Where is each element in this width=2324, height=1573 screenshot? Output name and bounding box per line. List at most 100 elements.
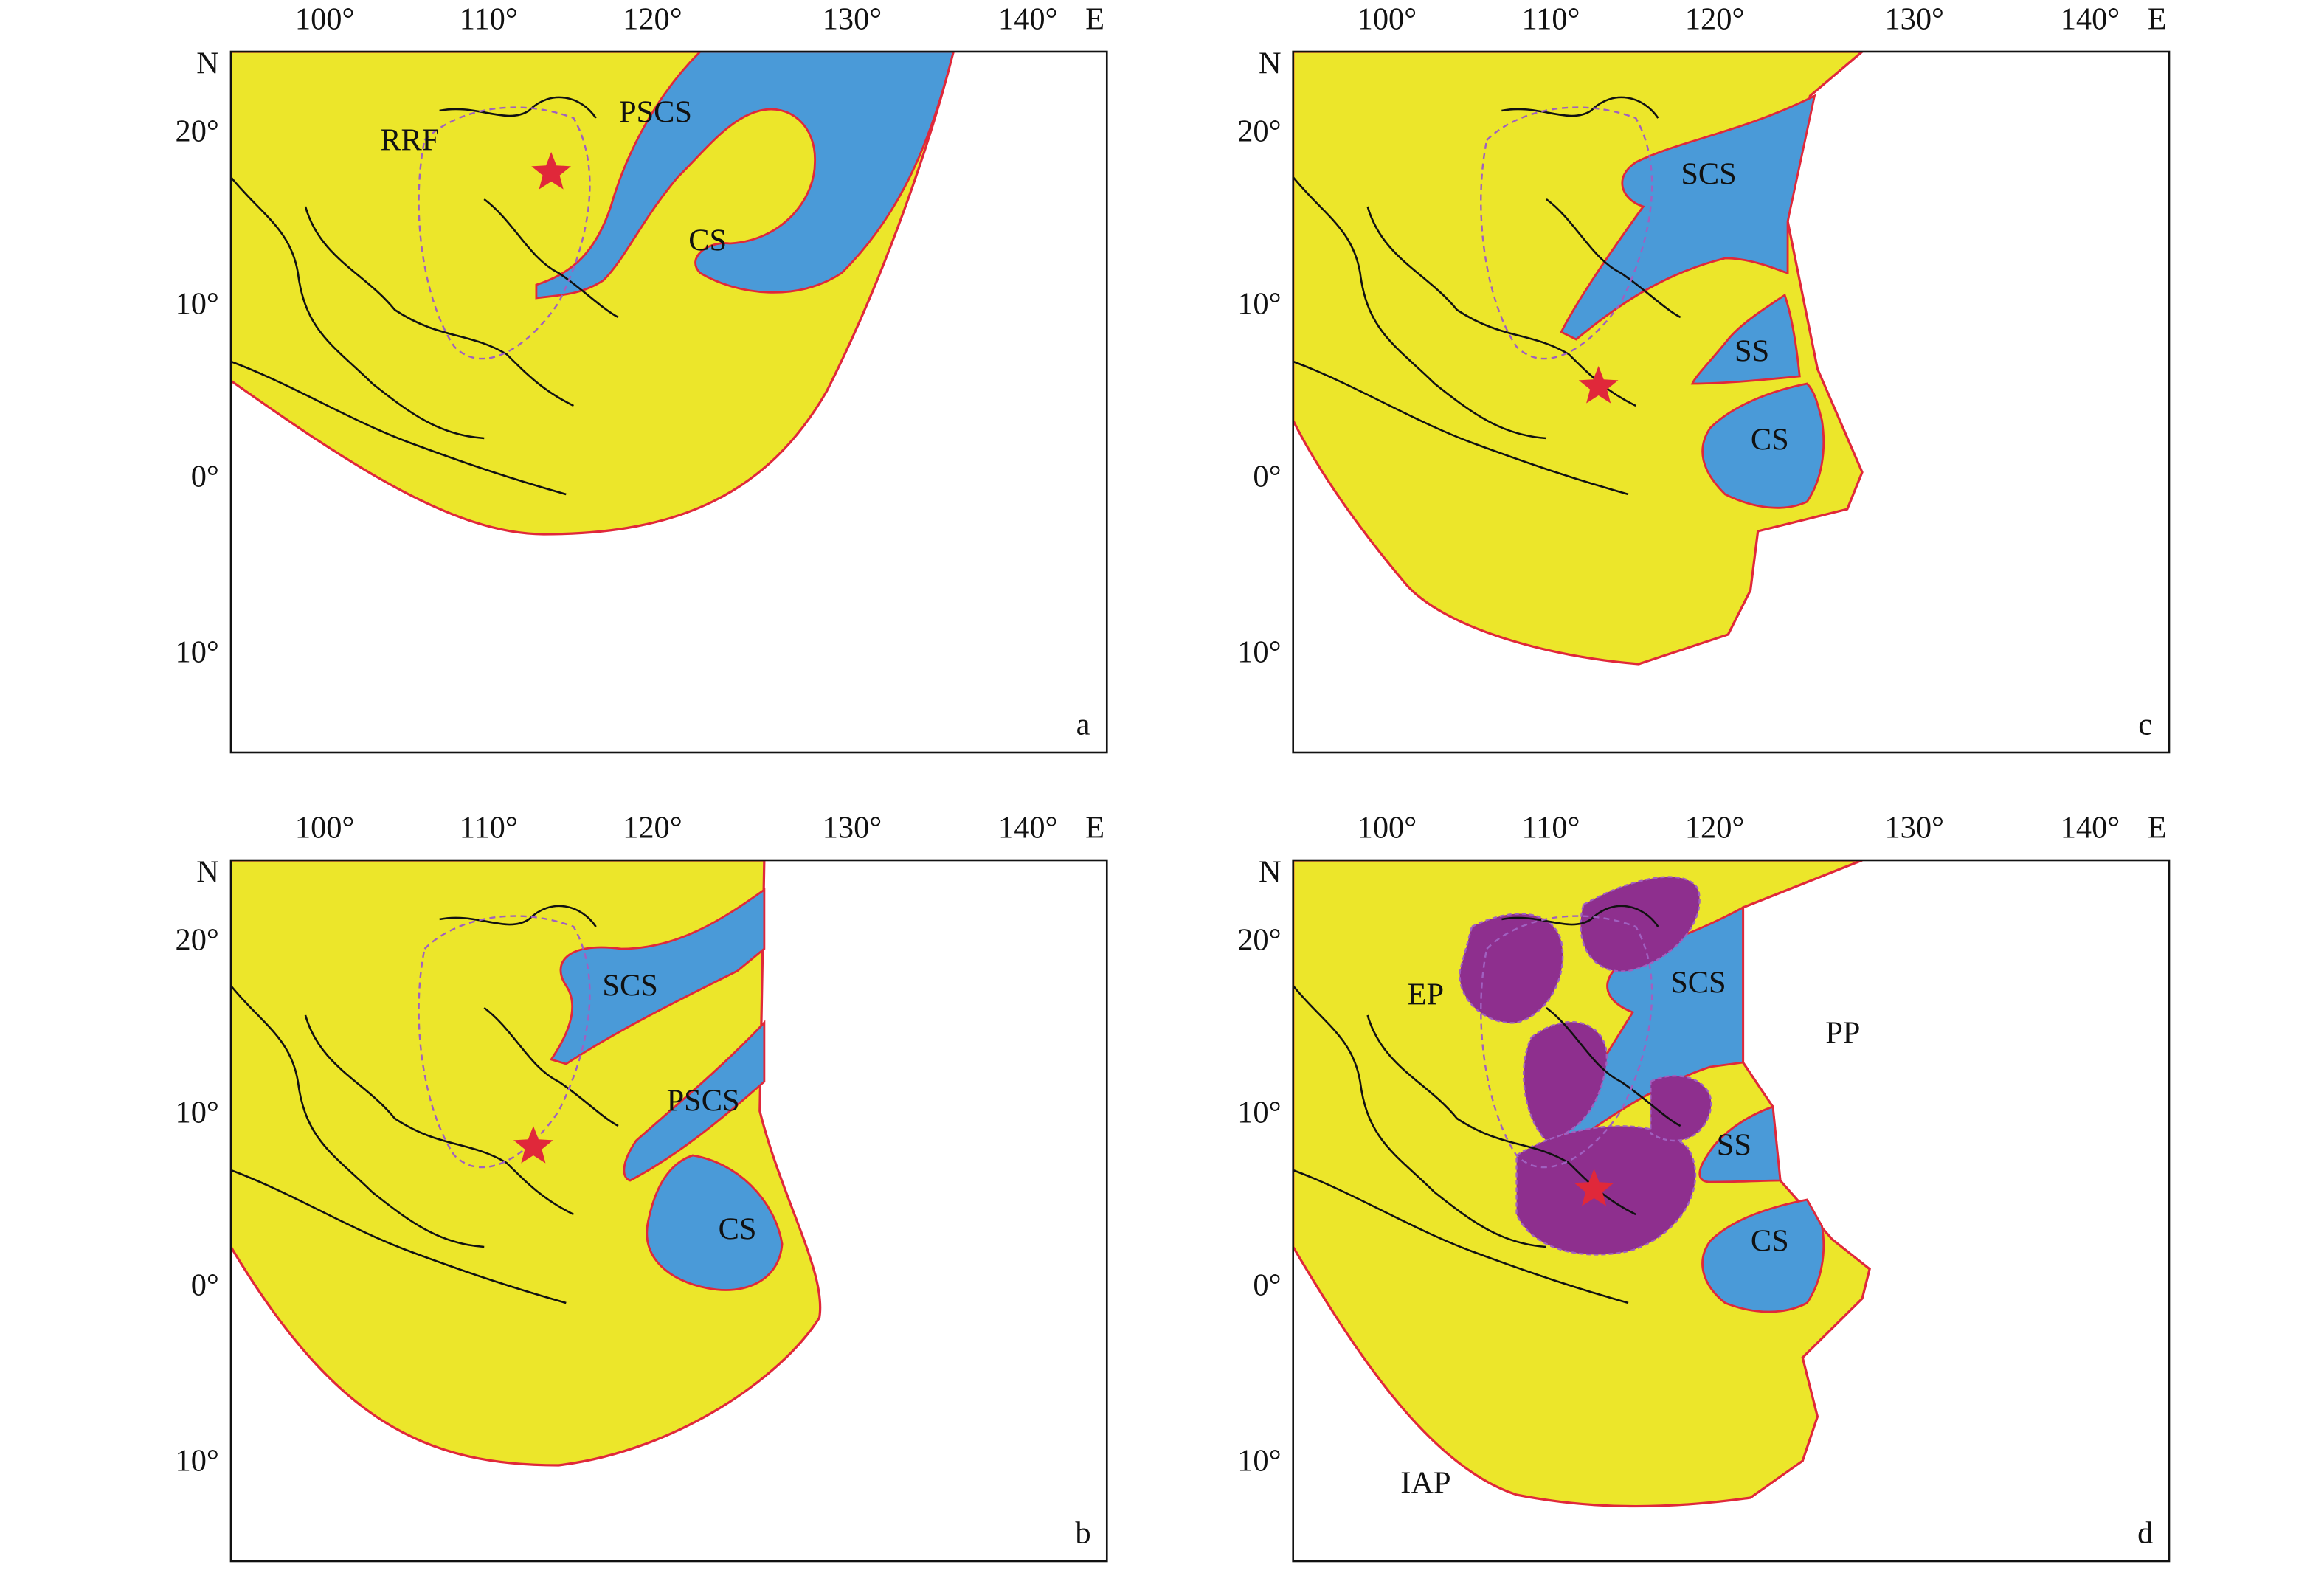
coastline <box>230 985 485 1248</box>
coastline <box>1293 985 1547 1248</box>
lon-tick-label: 120° <box>1685 2 1745 37</box>
sea-basin <box>1701 1198 1825 1313</box>
location-star <box>513 1126 553 1164</box>
lat-tick-label: 10° <box>1237 1096 1281 1130</box>
basin-outline <box>1480 106 1653 360</box>
lat-tick-label: 20° <box>175 114 218 149</box>
lat-tick-label: 10° <box>175 1444 218 1479</box>
map-body <box>230 860 822 1467</box>
lon-tick-label: 100° <box>295 2 355 37</box>
coastline <box>304 206 574 407</box>
panel-letter: a <box>1076 708 1090 742</box>
lon-tick-label: 120° <box>623 2 682 37</box>
region-label: CS <box>719 1212 757 1247</box>
basin-deposit <box>1459 913 1564 1024</box>
coastline <box>1293 1169 1629 1304</box>
panel-frame <box>1292 859 2171 1563</box>
lon-tick-label: 140° <box>998 2 1058 37</box>
panel-frame <box>229 859 1108 1563</box>
region-label: CS <box>1751 1224 1789 1259</box>
location-star <box>1578 366 1619 404</box>
region-label: PSCS <box>667 1084 740 1119</box>
region-label: PP <box>1825 1016 1860 1051</box>
region-label: SCS <box>1681 157 1736 192</box>
panel-letter: b <box>1075 1516 1090 1551</box>
panel-letter: c <box>2138 708 2152 742</box>
coastline <box>439 905 597 927</box>
coastline <box>230 360 567 496</box>
lon-unit: E <box>2148 2 2167 37</box>
lat-tick-label: 10° <box>1237 287 1281 322</box>
coastline <box>1546 1006 1681 1127</box>
sea-basin <box>535 52 955 300</box>
lon-unit: E <box>2148 811 2167 846</box>
panel-frame <box>229 50 1108 754</box>
panel-frame <box>1292 50 2171 754</box>
lon-tick-label: 110° <box>1522 2 1580 37</box>
lat-tick-label: 10° <box>175 635 218 670</box>
lat-tick-label: 10° <box>1237 635 1281 670</box>
lat-unit: N <box>1259 46 1282 81</box>
sea-basin <box>549 888 766 1065</box>
coastline <box>1501 905 1659 927</box>
sea-basin <box>623 1020 766 1182</box>
location-star <box>531 152 571 190</box>
coastline <box>1366 206 1636 407</box>
basin-outline <box>1480 915 1653 1169</box>
region-label: PSCS <box>619 95 692 130</box>
lon-unit: E <box>1085 2 1104 37</box>
lon-tick-label: 100° <box>1358 811 1417 846</box>
location-star <box>1574 1169 1614 1206</box>
map-panel: 100° 110° 120° 130° 140° E N 20° 10° 0° 10° SCS SS CS… <box>1237 2 2171 754</box>
lon-unit: E <box>1085 811 1104 846</box>
region-label: SS <box>1735 334 1769 369</box>
lat-tick-label: 20° <box>1237 923 1281 958</box>
map-panel: 100° 110° 120° 130° 140° E N 20° 10° 0° 10° RRF PSCS… <box>175 2 1108 754</box>
sea-basin <box>1690 293 1801 385</box>
lon-tick-label: 100° <box>295 811 355 846</box>
lat-tick-label: 10° <box>1237 1444 1281 1479</box>
coastline <box>439 96 597 119</box>
sea-basin <box>646 1154 784 1291</box>
region-label: SS <box>1717 1128 1751 1163</box>
basin-outline <box>418 915 591 1169</box>
lon-tick-label: 120° <box>623 811 682 846</box>
coastline <box>230 1169 567 1304</box>
lat-tick-label: 0° <box>1253 460 1281 494</box>
panel-letter: d <box>2137 1516 2153 1551</box>
lat-tick-label: 20° <box>175 923 218 958</box>
lat-unit: N <box>196 855 219 890</box>
coastline <box>1501 96 1659 119</box>
sea-basin <box>1701 382 1825 509</box>
lat-unit: N <box>1259 855 1282 890</box>
basin-deposit <box>1650 1074 1712 1142</box>
lon-tick-label: 130° <box>1884 811 1944 846</box>
lon-tick-label: 130° <box>823 2 882 37</box>
region-label: IAP <box>1400 1466 1450 1501</box>
lon-tick-label: 140° <box>2061 2 2120 37</box>
lat-tick-label: 0° <box>191 460 219 494</box>
map-body <box>1293 52 1864 666</box>
region-label: RRF <box>380 123 439 158</box>
region-label: CS <box>1751 423 1789 457</box>
lon-tick-label: 100° <box>1358 2 1417 37</box>
lat-tick-label: 0° <box>1253 1268 1281 1303</box>
region-label: CS <box>688 224 727 258</box>
coastline <box>483 1006 619 1127</box>
lat-tick-label: 20° <box>1237 114 1281 149</box>
lon-tick-label: 120° <box>1685 811 1745 846</box>
lon-tick-label: 110° <box>460 811 518 846</box>
region-label: SCS <box>1670 966 1726 1000</box>
coastline <box>483 198 619 319</box>
basin-outline <box>418 106 591 360</box>
coastline <box>1546 198 1681 319</box>
sea-basin <box>1560 94 1816 341</box>
lon-tick-label: 110° <box>1522 811 1580 846</box>
lat-tick-label: 10° <box>175 287 218 322</box>
lon-tick-label: 110° <box>460 2 518 37</box>
coastline <box>230 176 485 440</box>
landmass <box>230 860 822 1467</box>
lat-tick-label: 10° <box>175 1096 218 1130</box>
lon-tick-label: 130° <box>823 811 882 846</box>
